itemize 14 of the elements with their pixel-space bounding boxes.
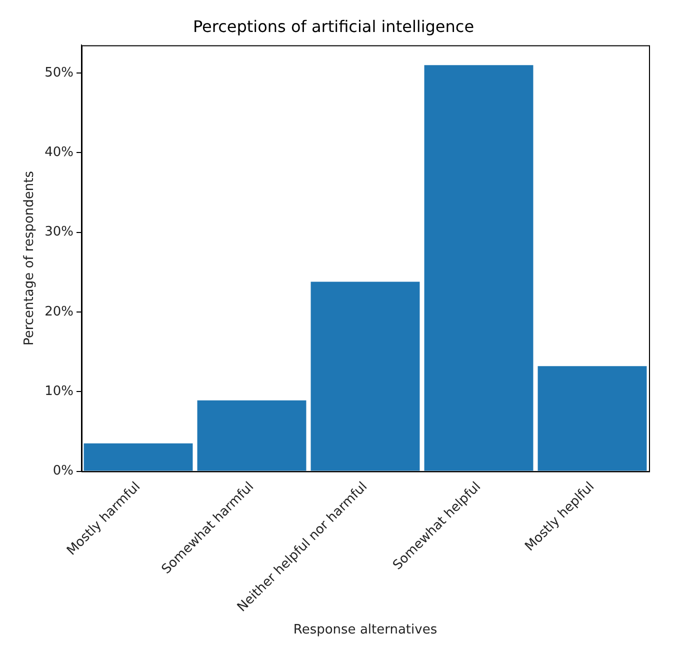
y-tick-label: 40% — [44, 145, 74, 160]
y-tick-label: 50% — [44, 65, 74, 80]
x-axis-title: Response alternatives — [293, 622, 438, 638]
bar — [84, 443, 193, 471]
y-axis-title: Percentage of respondents — [22, 170, 38, 346]
bar — [197, 400, 306, 471]
bar — [538, 366, 647, 471]
y-tick-label: 0% — [52, 464, 74, 479]
y-tick-label: 30% — [44, 224, 74, 240]
y-tick-label: 20% — [44, 304, 74, 320]
y-tick-label: 10% — [44, 384, 74, 400]
bar — [424, 65, 534, 471]
chart-title: Perceptions of artificial intelligence — [192, 16, 474, 36]
bar — [310, 282, 420, 471]
